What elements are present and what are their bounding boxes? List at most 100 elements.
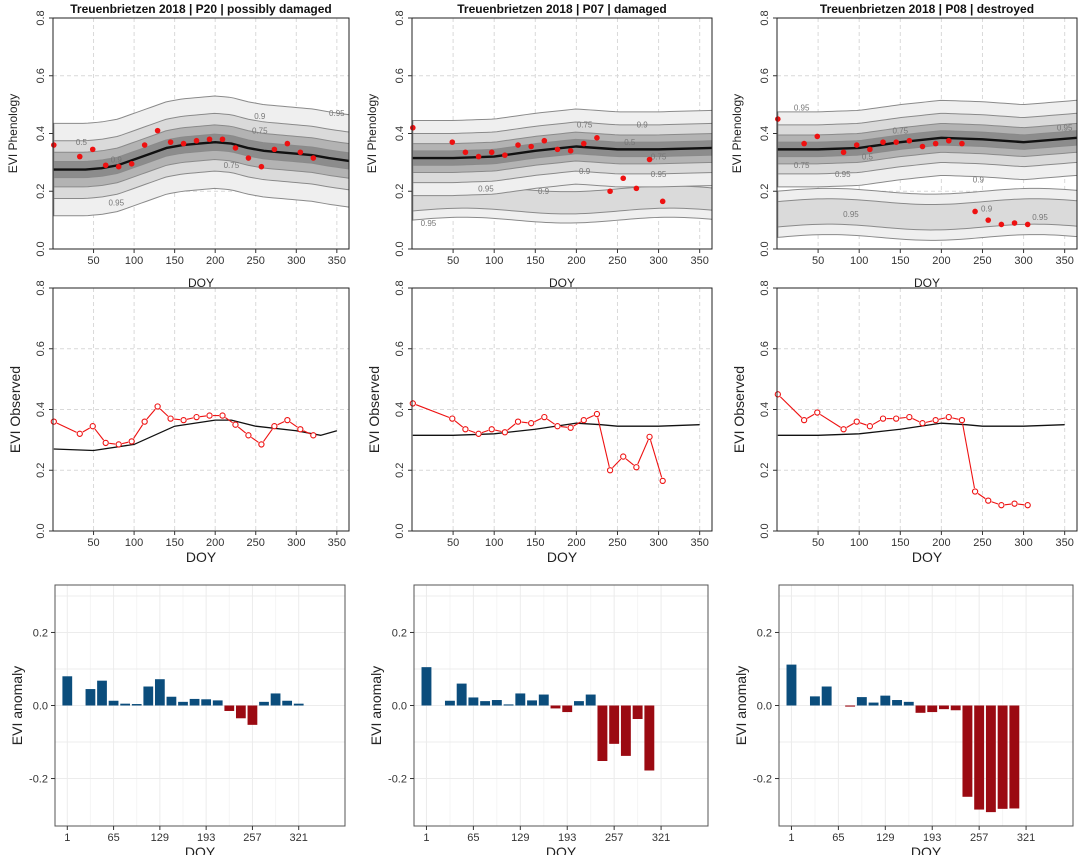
p07-observed-point — [567, 424, 574, 431]
p20-anomaly-ytick-label: 0.2 — [33, 627, 48, 639]
p08-phenology-contour-label: 0.95 — [843, 210, 859, 219]
p08-observed-point — [945, 413, 952, 421]
p08-phenology-point — [1011, 220, 1018, 226]
p20-phenology-point — [128, 161, 135, 167]
p07-observed-xtick-label: 250 — [608, 537, 626, 549]
p08-observed-ytick-label: 0.2 — [759, 463, 771, 478]
p08-anomaly-ytick-label: 0.0 — [757, 701, 772, 713]
p08-observed-segment — [952, 417, 959, 420]
p07-observed-segment — [625, 458, 635, 466]
p08-observed-point — [879, 415, 887, 422]
p08-observed-segment — [806, 413, 815, 419]
p08-phenology-point — [919, 143, 926, 150]
p07-phenology-ytick-label: 0.4 — [394, 126, 406, 141]
p08-anomaly-xtick-label: 193 — [923, 832, 941, 844]
p20-phenology-contour-label: 0.95 — [108, 199, 124, 208]
p20-anomaly-bar — [247, 705, 258, 725]
p08-observed-xtick-label: 150 — [891, 537, 909, 549]
p07-observed-point — [488, 426, 495, 433]
p08-phenology-point — [893, 139, 899, 145]
p08-phenology-contour-label: 0.95 — [835, 170, 851, 179]
p07-anomaly-bar — [480, 701, 491, 706]
p20-anomaly-bar — [212, 700, 223, 706]
p07-observed-point — [462, 426, 469, 433]
p08-observed-point — [774, 391, 781, 398]
p07-observed-segment — [415, 404, 450, 418]
p20-observed-point — [115, 441, 122, 448]
p08-observed-point — [853, 418, 860, 425]
p07-observed-segment — [546, 418, 555, 425]
p20-phenology-ylabel: EVI Phenology — [6, 94, 20, 173]
p07-anomaly-xlabel: DOY — [546, 844, 577, 855]
p08-anomaly-bar — [821, 686, 832, 706]
p08-observed-point — [906, 413, 913, 421]
p20-anomaly-xtick-label: 193 — [197, 832, 215, 844]
p20-observed-xtick-label: 250 — [247, 537, 265, 549]
p08-anomaly-xtick-label: 321 — [1017, 832, 1035, 844]
p20-phenology-xtick-label: 250 — [247, 255, 265, 267]
p07-anomaly-bar — [444, 700, 455, 706]
p08-phenology-xtick-label: 100 — [850, 255, 868, 267]
p20-observed-segment — [303, 430, 311, 435]
p08-observed-segment — [977, 493, 986, 500]
p20-phenology-point — [167, 139, 174, 145]
p08-phenology-point — [932, 140, 939, 147]
p08-observed-point — [919, 420, 926, 427]
p07-anomaly-ytick-label: 0.0 — [392, 701, 407, 713]
p20-phenology-panel: 0.95 0.9 0.75 0.5 0.75 0.9 0.95 50 100 150 200 250 3… — [6, 2, 350, 290]
p07-phenology-ytick-label: 0.2 — [394, 184, 406, 199]
p20-anomaly-panel: 1 65 129 193 257 321 -0.2 0.0 0.2 DOY EVI anomaly — [9, 584, 346, 855]
p07-observed-segment — [481, 429, 489, 434]
p20-phenology-point — [310, 155, 317, 161]
p08-phenology-ytick-label: 0.8 — [759, 10, 771, 25]
p08-phenology-xtick-label: 350 — [1055, 255, 1073, 267]
p08-observed-point — [958, 416, 966, 424]
p08-phenology-contour-label: 0.9 — [973, 176, 985, 185]
p20-anomaly-ylabel: EVI anomaly — [9, 666, 25, 745]
p08-observed-segment — [925, 420, 933, 423]
p08-anomaly-bar — [868, 702, 879, 706]
p20-anomaly-xtick-label: 321 — [290, 832, 308, 844]
p20-observed-point — [154, 403, 161, 410]
p20-observed-segment — [94, 428, 104, 441]
p07-observed-model-line — [412, 422, 700, 436]
p08-observed-segment — [1017, 503, 1025, 506]
p20-observed-xtick-label: 200 — [206, 537, 224, 549]
p08-phenology-point — [945, 137, 952, 144]
p07-observed-segment — [468, 429, 476, 434]
p20-observed-segment — [199, 415, 207, 418]
p07-phenology-xtick-label: 300 — [649, 255, 667, 267]
p08-phenology-ylabel: EVI Phenology — [730, 94, 744, 173]
p08-observed-panel: 50 100 150 200 250 300 350 0.0 0.2 0.4 0.6 0.8 DOY EV… — [731, 280, 1078, 565]
p08-observed-point — [971, 488, 979, 495]
p08-observed-segment — [859, 422, 867, 426]
p20-phenology-contour-label: 0.9 — [111, 155, 123, 164]
p07-anomaly-bar — [550, 705, 561, 709]
p08-anomaly-bar — [927, 705, 938, 713]
p20-anomaly-bar — [259, 701, 269, 706]
p20-phenology-point — [271, 146, 278, 153]
p08-phenology-xtick-label: 150 — [891, 255, 909, 267]
p07-phenology-contour-label: 0.9 — [637, 121, 649, 130]
p20-phenology-xlabel: DOY — [188, 276, 214, 290]
p08-phenology-xtick-label: 300 — [1014, 255, 1032, 267]
p07-anomaly-ytick-label: 0.2 — [392, 627, 407, 639]
p08-anomaly-xtick-label: 65 — [832, 832, 844, 844]
p08-phenology-point — [840, 149, 847, 156]
p20-observed-point — [245, 432, 252, 439]
p07-phenology-ytick-label: 0.0 — [394, 241, 406, 256]
p20-phenology-point — [284, 140, 291, 147]
p07-phenology-contour-label: 0.5 — [624, 138, 636, 147]
p08-anomaly-bar — [786, 664, 797, 706]
p20-phenology-point — [154, 127, 161, 134]
p20-observed-panel: 50 100 150 200 250 300 350 0.0 0.2 0.4 0.6 0.8 DOY EV… — [7, 280, 350, 565]
p20-phenology-point — [245, 155, 252, 161]
p08-phenology-point — [998, 221, 1005, 228]
p20-phenology-point — [219, 136, 226, 143]
p20-observed-point — [167, 415, 174, 422]
p20-observed-ytick-label: 0.2 — [35, 463, 47, 478]
p07-observed-ytick-label: 0.2 — [394, 463, 406, 478]
p08-phenology-panel: 0.95 0.75 0.75 0.5 0.95 0.95 0.9 0.95 0.9 0.95 50 1… — [730, 2, 1078, 290]
p20-anomaly-bar — [224, 705, 235, 711]
p20-observed-segment — [186, 417, 194, 420]
